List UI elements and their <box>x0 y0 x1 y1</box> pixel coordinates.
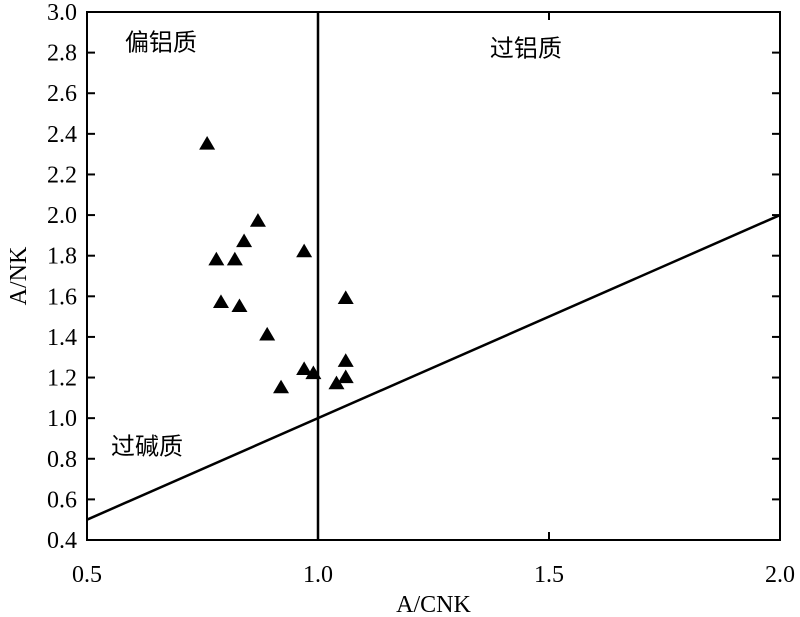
y-tick-label: 0.6 <box>47 487 77 513</box>
y-tick-label: 1.6 <box>47 284 77 310</box>
region-label: 偏铝质 <box>125 28 197 56</box>
y-tick-label: 2.2 <box>47 162 77 188</box>
plot-frame <box>86 11 781 541</box>
data-point <box>199 136 216 150</box>
data-point <box>337 290 354 304</box>
y-tick-label: 2.8 <box>47 41 77 67</box>
x-tick-label: 0.5 <box>72 562 102 588</box>
reference-lines <box>86 12 781 540</box>
y-tick-label: 1.8 <box>47 244 77 270</box>
data-point <box>305 365 322 380</box>
x-tick-label: 2.0 <box>765 562 795 588</box>
y-tick-label: 1.0 <box>47 406 77 432</box>
data-point <box>328 375 345 390</box>
data-point <box>273 379 290 394</box>
y-tick-label: 3.0 <box>47 0 77 26</box>
y-axis-title: A/NK <box>6 246 32 305</box>
data-point <box>259 326 276 341</box>
region-label: 过铝质 <box>490 35 562 63</box>
diagonal-reference-line <box>86 213 781 521</box>
y-tick-label: 2.0 <box>47 203 77 229</box>
data-points <box>199 136 354 394</box>
y-axis: 0.4 0.6 0.8 1.0 1.2 1.4 1.6 1.8 2.0 2.2 2.4 2.6 2.8 3… <box>47 0 780 554</box>
data-point <box>337 369 354 384</box>
data-point <box>249 213 266 227</box>
x-axis: 0.5 1.0 1.5 2.0 <box>72 12 795 588</box>
y-tick-label: 0.4 <box>47 528 77 554</box>
y-tick-label: 1.4 <box>47 325 77 351</box>
data-point <box>231 298 248 313</box>
data-point <box>236 233 253 248</box>
data-point <box>296 243 313 258</box>
x-tick-label: 1.5 <box>534 562 564 588</box>
data-point <box>208 251 225 266</box>
y-tick-label: 1.2 <box>47 366 77 392</box>
y-tick-label: 0.8 <box>47 447 77 473</box>
x-tick-label: 1.0 <box>303 562 333 588</box>
data-point <box>296 361 313 376</box>
y-tick-label: 2.4 <box>47 122 77 148</box>
y-tick-label: 2.6 <box>47 81 77 107</box>
data-point <box>337 353 354 367</box>
data-point <box>212 294 229 308</box>
region-label: 过碱质 <box>111 433 183 461</box>
data-point <box>226 251 243 266</box>
x-axis-title: A/CNK <box>396 592 471 617</box>
